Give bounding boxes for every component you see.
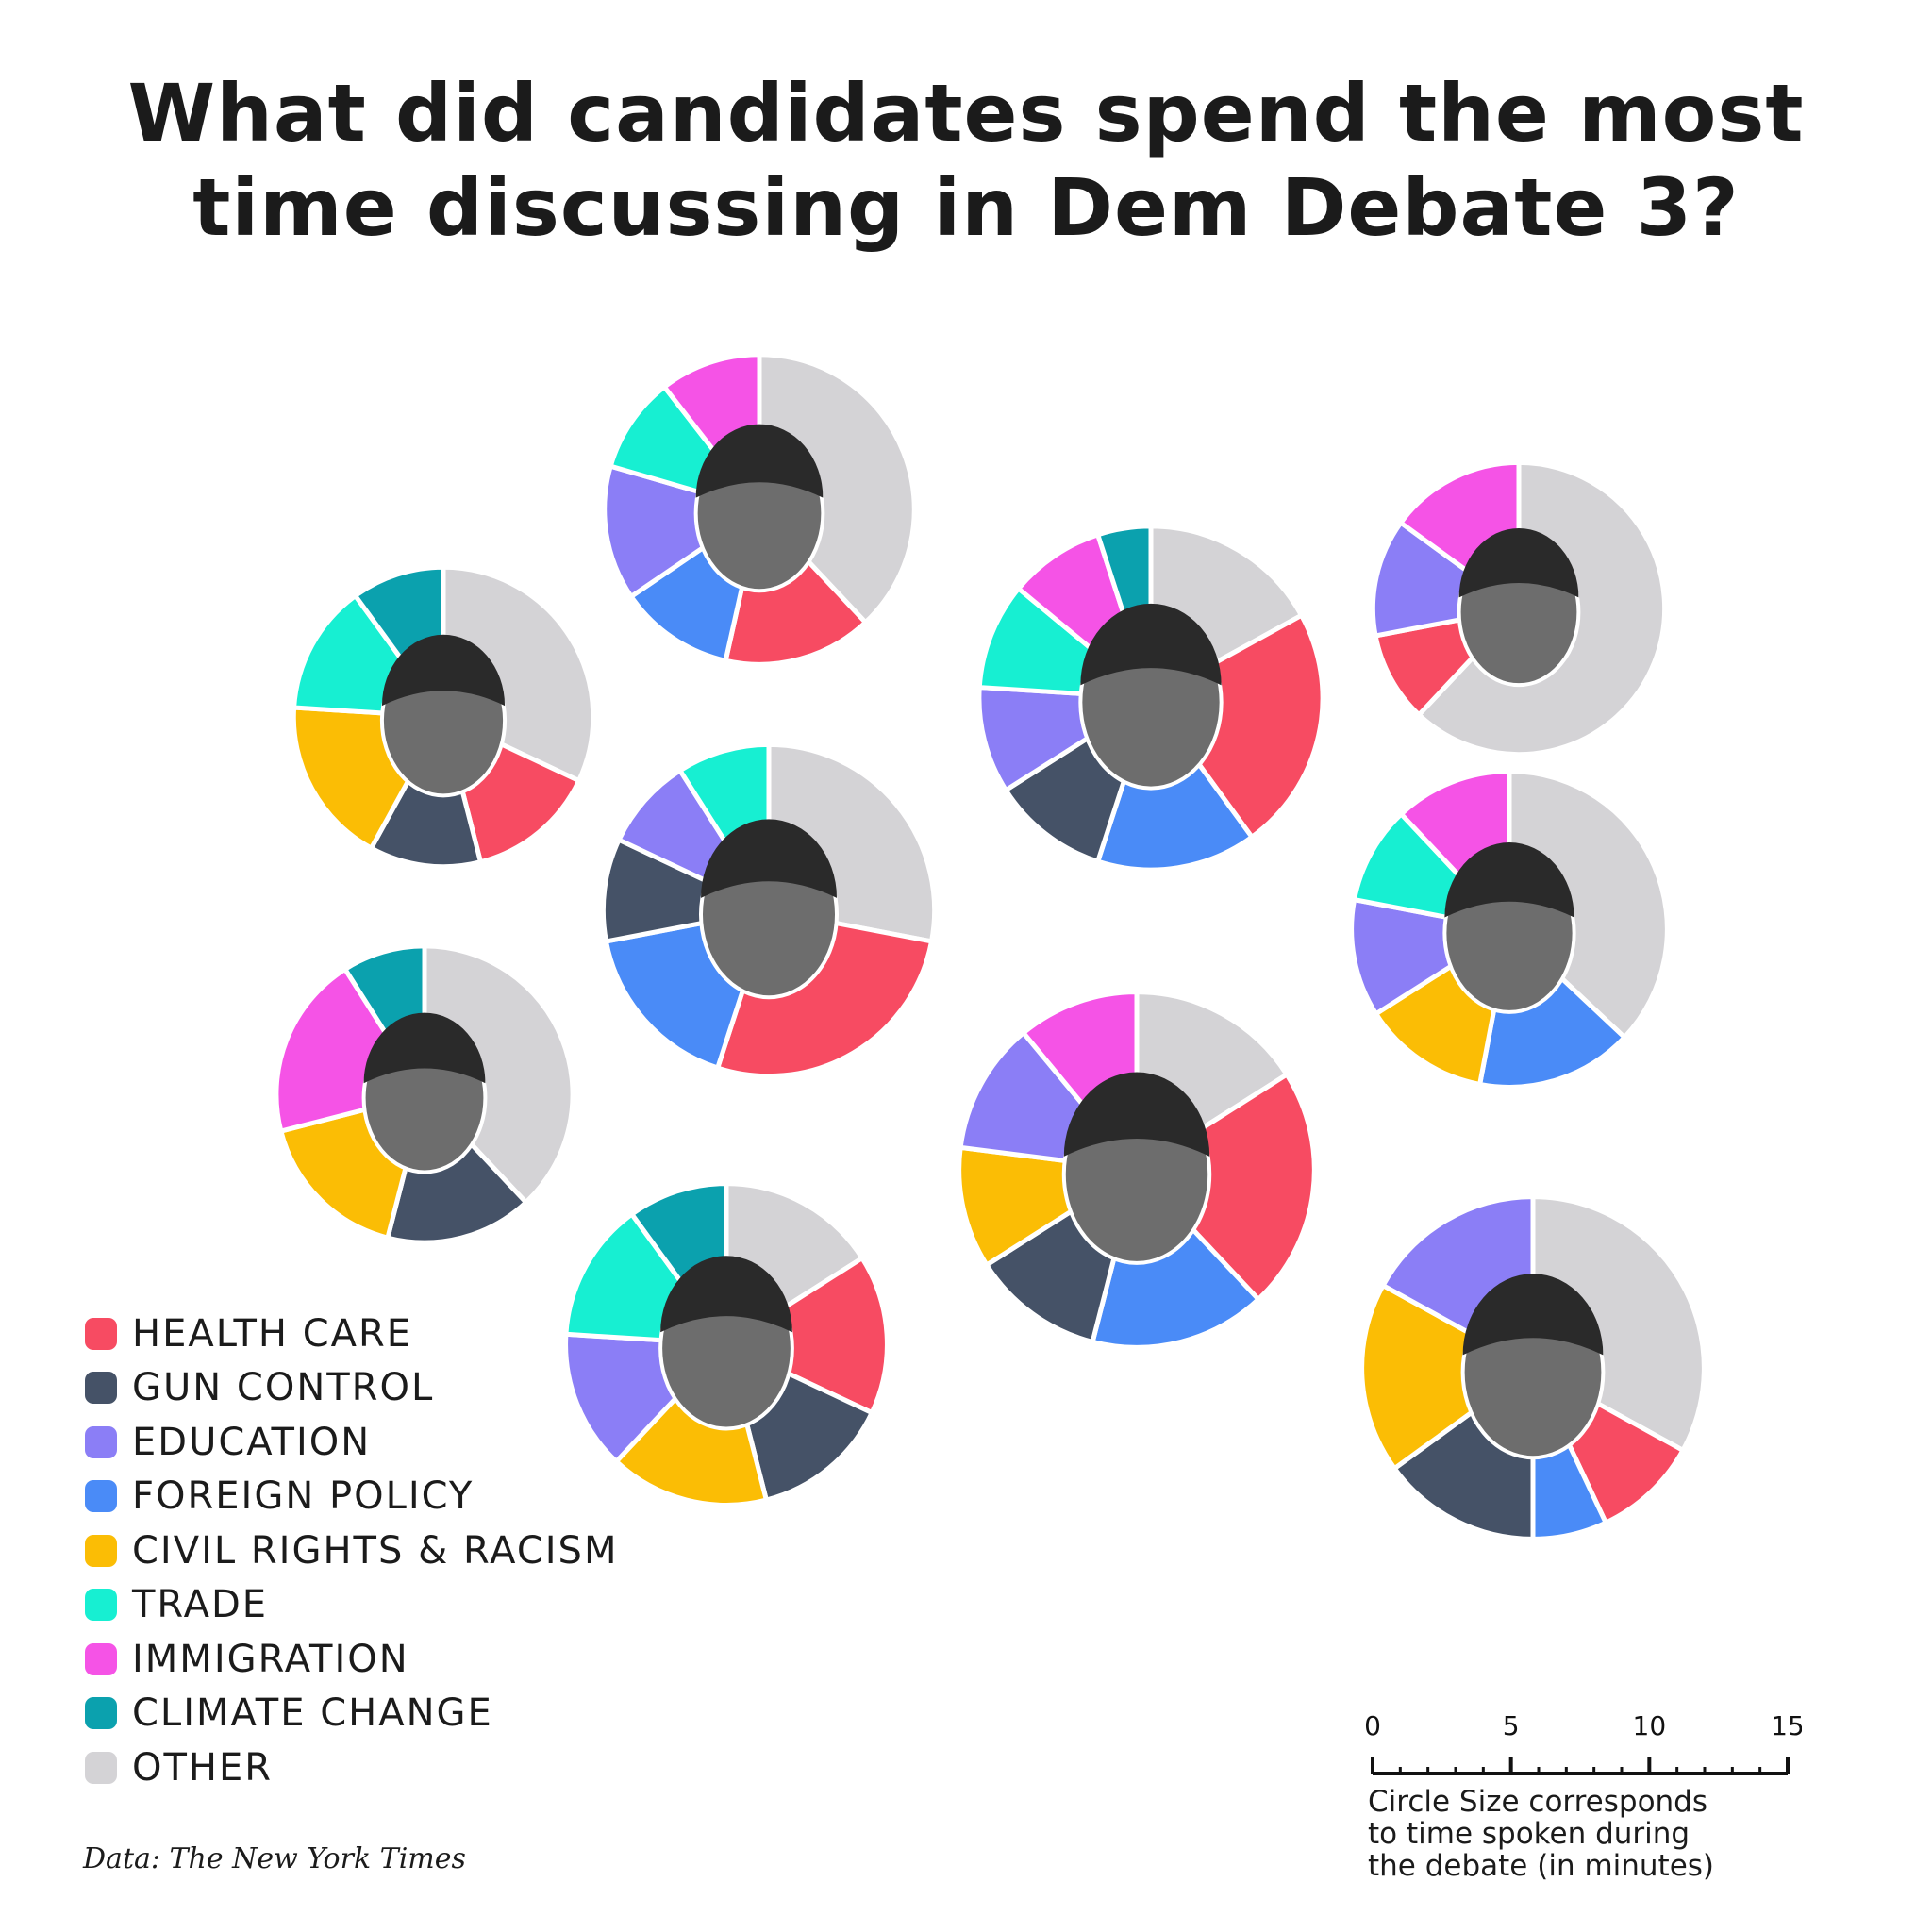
legend-label: EDUCATION (132, 1420, 372, 1464)
legend-label: HEALTH CARE (132, 1311, 413, 1356)
legend-item: EDUCATION (85, 1415, 651, 1470)
title-line-1: What did candidates spend the most (127, 67, 1805, 159)
scale-tick-label: 0 (1364, 1710, 1381, 1741)
pie-castro (602, 352, 917, 667)
pie-slice (1147, 611, 1325, 841)
title-line-2: time discussing in Dem Debate 3? (192, 161, 1740, 254)
legend-item: IMMIGRATION (85, 1632, 651, 1687)
pie-slice (1133, 1071, 1317, 1303)
pie-slice (1359, 1282, 1538, 1473)
candidate-hair (1462, 1274, 1604, 1356)
pie-yang (1370, 459, 1668, 758)
legend-label: TRADE (132, 1583, 269, 1627)
size-scale: 0 5 10 15 (1364, 1710, 1802, 1775)
legend-label: CLIMATE CHANGE (132, 1691, 493, 1736)
legend-swatch (85, 1589, 117, 1622)
candidate-hair (660, 1256, 792, 1333)
legend-label: OTHER (132, 1745, 274, 1790)
pie-orourke (274, 943, 575, 1245)
scale-note: Circle Size corresponds to time spoken d… (1368, 1786, 1783, 1882)
legend-label: FOREIGN POLICY (132, 1474, 475, 1519)
pie-buttigieg (1349, 769, 1670, 1090)
legend-item: HEALTH CARE (85, 1307, 651, 1361)
chart-title: What did candidates spend the most time … (113, 66, 1819, 255)
pie-slice (1507, 769, 1670, 1041)
candidate-hair (1458, 527, 1579, 598)
candidate-hair (381, 634, 506, 707)
pie-biden (957, 990, 1317, 1350)
pie-warren (976, 524, 1325, 873)
scale-tick-label: 5 (1503, 1710, 1520, 1741)
pie-booker (1359, 1194, 1707, 1541)
pie-klobuchar (291, 564, 596, 870)
scale-note-line-1: Circle Size corresponds (1368, 1785, 1708, 1819)
candidate-hair (1080, 603, 1222, 686)
scale-note-line-2: to time spoken during (1368, 1817, 1690, 1851)
scale-tick-label: 15 (1771, 1710, 1802, 1741)
legend-label: IMMIGRATION (132, 1637, 409, 1681)
legend-swatch (85, 1480, 117, 1513)
scale-note-line-3: the debate (in minutes) (1368, 1849, 1715, 1883)
legend-label: CIVIL RIGHTS & RACISM (132, 1528, 619, 1573)
scale-tick-label: 10 (1633, 1710, 1667, 1741)
candidate-hair (363, 1012, 486, 1084)
candidate-hair (1063, 1072, 1210, 1157)
legend-swatch (85, 1425, 117, 1458)
candidate-hair (695, 424, 824, 498)
legend-item: GUN CONTROL (85, 1361, 651, 1416)
legend-label: GUN CONTROL (132, 1366, 435, 1410)
candidate-hair (700, 819, 838, 898)
pie-sanders (600, 741, 938, 1079)
legend: HEALTH CARE GUN CONTROL EDUCATION FOREIGN P… (85, 1307, 651, 1795)
legend-item: CIVIL RIGHTS & RACISM (85, 1524, 651, 1578)
legend-swatch (85, 1642, 117, 1675)
legend-item: TRADE (85, 1578, 651, 1633)
legend-swatch (85, 1751, 117, 1784)
legend-item: CLIMATE CHANGE (85, 1687, 651, 1741)
pie-slice (422, 943, 575, 1207)
legend-swatch (85, 1534, 117, 1567)
legend-swatch (85, 1317, 117, 1350)
legend-item: FOREIGN POLICY (85, 1470, 651, 1524)
data-source: Data: The New York Times (83, 1842, 466, 1875)
legend-swatch (85, 1372, 117, 1405)
pie-harris (563, 1181, 890, 1507)
legend-swatch (85, 1697, 117, 1730)
pie-slice (721, 1255, 890, 1416)
candidate-hair (1444, 842, 1574, 918)
pie-slice (757, 352, 917, 626)
legend-item: OTHER (85, 1740, 651, 1795)
